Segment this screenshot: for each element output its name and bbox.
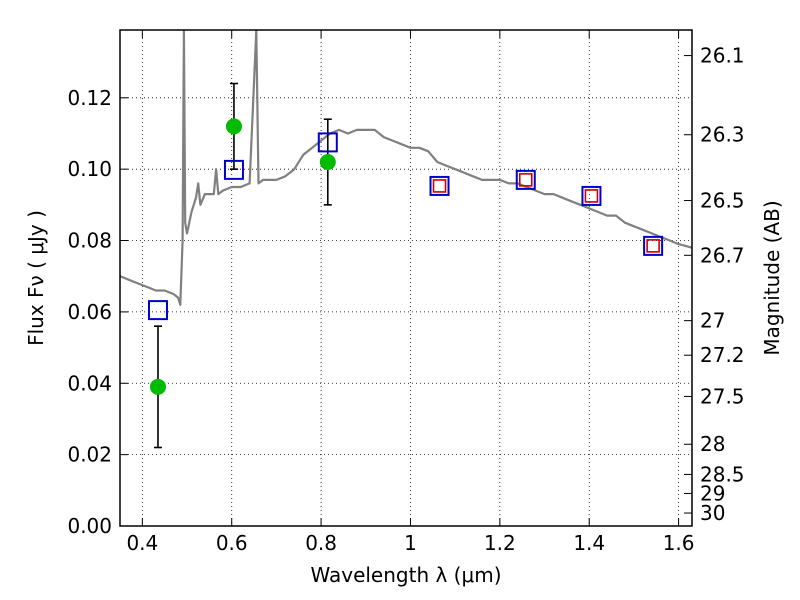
y-tick-label: 0.02	[67, 443, 112, 467]
model-band-square	[317, 132, 338, 153]
y-axis-title: Flux Fν ( μJy )	[24, 210, 48, 346]
model-spectrum-line	[120, 30, 692, 306]
right-tick-label: 26.1	[700, 44, 745, 68]
plot-frame	[119, 29, 693, 527]
model-band-square-inner	[646, 239, 660, 253]
model-band-square	[515, 169, 536, 190]
x-tick-label: 1.2	[484, 531, 516, 555]
x-tick-label: 1.6	[663, 531, 695, 555]
y-tick-label: 0.08	[67, 229, 112, 253]
y-tick-label: 0.12	[67, 86, 112, 110]
model-band-square-inner	[518, 173, 533, 187]
observed-point	[225, 118, 242, 135]
y-tick-label: 0.10	[67, 157, 112, 181]
right-tick-label: 26.7	[700, 243, 745, 267]
x-tick-label: 0.4	[126, 531, 158, 555]
ticks: 0.4 0.6 0.8 1 1.2 1.4 1.6 0.00 0.02 0.04 0.06 0.08 0…	[67, 30, 745, 555]
right-tick-label: 27	[700, 309, 725, 333]
x-tick-label: 1.4	[573, 531, 605, 555]
right-tick-label: 26.3	[700, 123, 745, 147]
model-band-square	[581, 185, 602, 206]
right-axis-title: Magnitude (AB)	[760, 200, 784, 355]
model-band-square	[223, 159, 244, 180]
right-tick-label: 28	[700, 432, 725, 456]
right-tick-label: 26.5	[700, 189, 745, 213]
x-tick-label: 0.6	[216, 531, 248, 555]
x-tick-label: 0.8	[305, 531, 337, 555]
right-tick-label: 28.5	[700, 462, 745, 486]
data-layer	[120, 30, 692, 449]
x-axis-title: Wavelength λ (μm)	[310, 563, 501, 587]
observed-point	[149, 378, 166, 395]
right-tick-label: 27.5	[700, 384, 745, 408]
y-tick-label: 0.00	[67, 514, 112, 538]
right-tick-label: 29	[700, 481, 725, 505]
model-band-square	[429, 175, 450, 196]
model-band-square-inner	[584, 189, 599, 203]
y-tick-label: 0.04	[67, 371, 112, 395]
x-tick-label: 1	[404, 531, 417, 555]
right-tick-label: 27.2	[700, 343, 745, 367]
model-band-square	[643, 235, 664, 256]
model-band-square	[147, 300, 168, 321]
model-band-square-inner	[432, 179, 447, 193]
grid	[120, 30, 692, 527]
observed-point	[319, 154, 336, 171]
y-tick-label: 0.06	[67, 300, 112, 324]
right-tick-label: 30	[700, 501, 725, 525]
